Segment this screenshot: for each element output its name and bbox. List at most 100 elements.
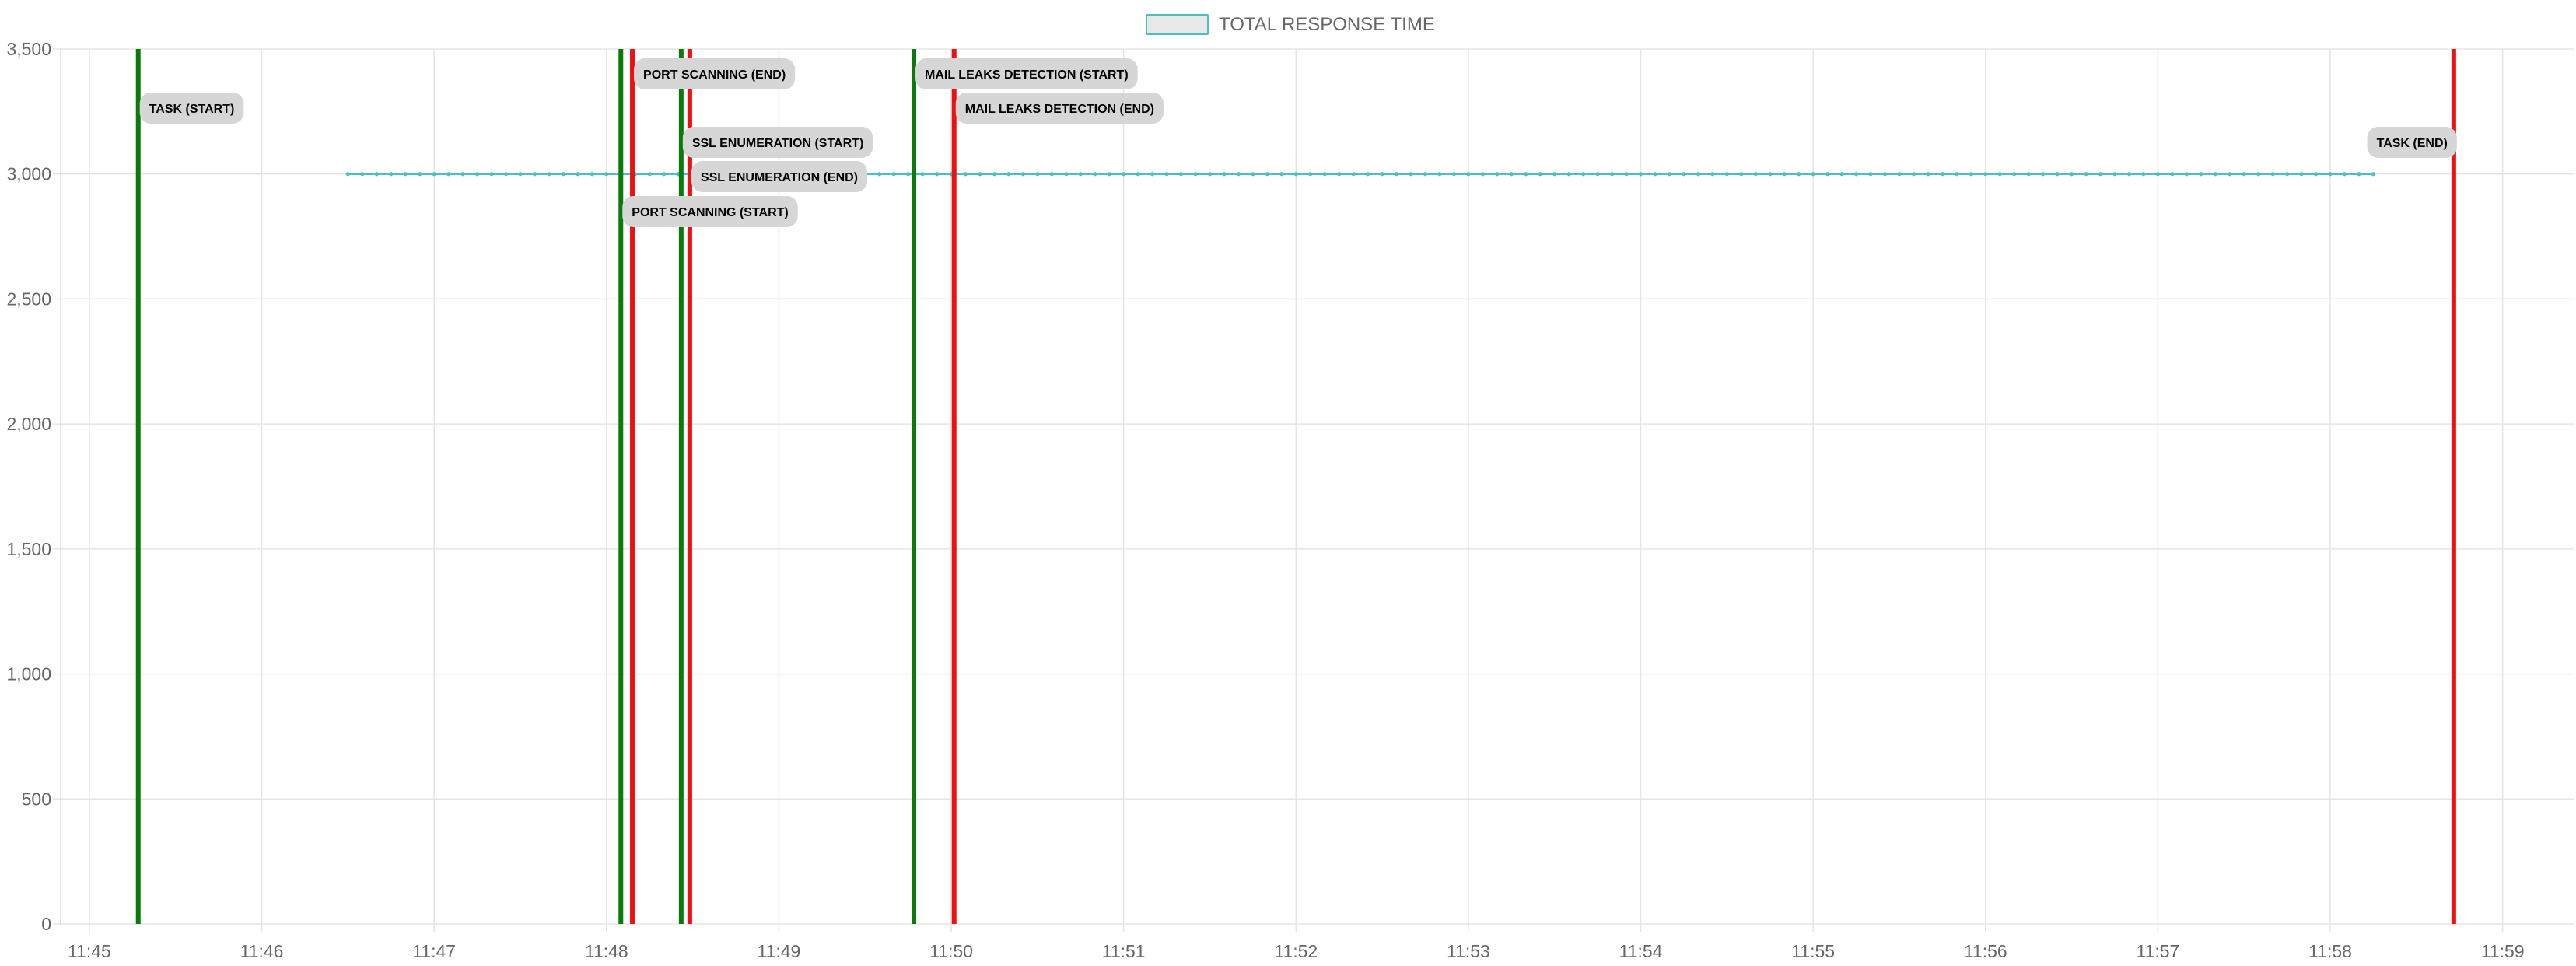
- series-point: [1236, 172, 1241, 177]
- series-point: [547, 172, 551, 177]
- annotation-label-bg: [691, 161, 868, 192]
- x-tick-label: 11:58: [2308, 941, 2352, 961]
- series-point: [2084, 172, 2088, 177]
- series-point: [532, 172, 537, 177]
- series-total-response-time: [345, 172, 2376, 177]
- annotation-label-bg: [955, 93, 1164, 124]
- series-point: [474, 172, 480, 177]
- series-point: [360, 172, 365, 177]
- series-point: [1595, 172, 1600, 177]
- series-point: [1164, 172, 1169, 177]
- series-point: [1768, 172, 1773, 177]
- series-point: [1581, 172, 1586, 177]
- y-axis-ticks: 0 500 1,000 1,500 2,000 2,500 3,000 3,500: [6, 39, 51, 934]
- series-point: [1882, 172, 1888, 177]
- x-tick-label: 11:50: [929, 941, 973, 961]
- series-point: [877, 172, 882, 177]
- series-point: [978, 172, 982, 177]
- series-point: [2041, 172, 2046, 177]
- series-point: [2357, 172, 2361, 177]
- x-tick-label: 11:53: [1447, 941, 1490, 961]
- series-point: [2342, 172, 2347, 177]
- series-point: [1839, 172, 1844, 177]
- series-point: [891, 172, 896, 177]
- series-point: [1207, 172, 1213, 177]
- series-point: [1696, 172, 1701, 177]
- series-point: [561, 172, 566, 177]
- series-point: [1351, 172, 1356, 177]
- series-point: [2213, 172, 2217, 177]
- annotation-label-text: TASK (END): [2377, 137, 2448, 150]
- series-point: [576, 172, 580, 177]
- series-point: [2155, 172, 2161, 177]
- series-point: [1638, 172, 1643, 177]
- series-point: [2141, 172, 2146, 177]
- annotation-label-text: MAIL LEAKS DETECTION (END): [965, 103, 1154, 116]
- series-point: [934, 172, 940, 177]
- series-point: [2242, 172, 2246, 177]
- series-point: [662, 172, 667, 177]
- series-point: [647, 172, 652, 177]
- x-axis-ticks: 11:45 11:46 11:47 11:48 11:49 11:50 11:51 11:52…: [68, 941, 2525, 961]
- series-point: [2299, 172, 2304, 177]
- annotation-label-text: MAIL LEAKS DETECTION (START): [925, 68, 1129, 82]
- annotation-label-bg: [139, 93, 244, 124]
- annotation-label-text: PORT SCANNING (END): [643, 68, 786, 82]
- series-point: [1495, 172, 1500, 177]
- legend-label: TOTAL RESPONSE TIME: [1219, 14, 1435, 35]
- series-point: [1653, 172, 1657, 177]
- series-point: [1610, 172, 1615, 177]
- annotation-label-bg: [622, 196, 798, 227]
- y-tick-label: 1,000: [6, 664, 51, 684]
- series-point: [432, 172, 436, 177]
- series-point: [2070, 172, 2074, 177]
- series-point: [2170, 172, 2175, 177]
- legend-color-box: [1146, 14, 1209, 35]
- series-point: [1566, 172, 1571, 177]
- x-tick-label: 11:49: [757, 941, 800, 961]
- series-point: [1466, 172, 1471, 177]
- series-point: [1868, 172, 1873, 177]
- annotation-lines: [135, 49, 2456, 924]
- series-point: [1811, 172, 1815, 177]
- series-point: [2112, 172, 2117, 177]
- series-point: [1782, 172, 1787, 177]
- series-point: [1366, 172, 1370, 177]
- series-point: [1337, 172, 1342, 177]
- y-tick-label: 2,500: [6, 289, 51, 309]
- series-point: [2285, 172, 2290, 177]
- series-point: [1524, 172, 1528, 177]
- series-point: [906, 172, 911, 177]
- series-point: [1710, 172, 1715, 177]
- series-point: [2184, 172, 2189, 177]
- x-tick-label: 11:57: [2136, 941, 2179, 961]
- x-tick-label: 11:45: [68, 941, 111, 961]
- series-point: [1825, 172, 1830, 177]
- series-point: [1178, 172, 1184, 177]
- series-point: [1423, 172, 1428, 177]
- series-point: [1926, 172, 1930, 177]
- series-point: [1222, 172, 1227, 177]
- annotation-label-bg: [915, 58, 1138, 89]
- series-point: [418, 172, 422, 177]
- annotation-label: MAIL LEAKS DETECTION (END): [955, 93, 1164, 124]
- series-point: [1997, 172, 2002, 177]
- series-point: [2026, 172, 2031, 177]
- series-point: [604, 172, 609, 177]
- series-point: [1394, 172, 1399, 177]
- annotation-labels: TASK (START) PORT SCANNING (START) PORT SC…: [139, 58, 2457, 227]
- annotation-label-text: TASK (START): [149, 103, 235, 116]
- x-tick-label: 11:52: [1274, 941, 1318, 961]
- series-point: [2270, 172, 2275, 177]
- annotation-label-bg: [634, 58, 796, 89]
- series-point: [1251, 172, 1255, 177]
- series-point: [1322, 172, 1327, 177]
- series-point: [1308, 172, 1313, 177]
- series-point: [1940, 172, 1944, 177]
- legend[interactable]: TOTAL RESPONSE TIME: [1146, 14, 1435, 35]
- series-point: [1035, 172, 1040, 177]
- x-tick-label: 11:56: [1964, 941, 2007, 961]
- series-point: [460, 172, 465, 177]
- series-point: [503, 172, 509, 177]
